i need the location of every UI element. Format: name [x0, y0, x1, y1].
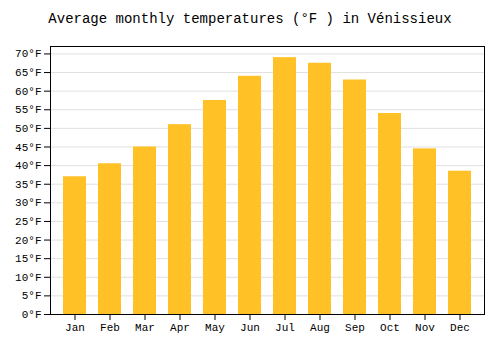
svg-text:55°F: 55°F	[15, 104, 41, 116]
html-text:Average monthly temperatures (: Average monthly temperatures (°F ) in Vé…	[48, 11, 452, 27]
svg-text:Feb: Feb	[100, 322, 120, 334]
svg-text:0°F: 0°F	[22, 309, 42, 321]
svg-text:Jan: Jan	[65, 322, 85, 334]
svg-text:60°F: 60°F	[15, 86, 41, 98]
svg-text:25°F: 25°F	[15, 216, 41, 228]
svg-text:35°F: 35°F	[15, 179, 41, 191]
svg-text:Jun: Jun	[240, 322, 260, 334]
svg-text:50°F: 50°F	[15, 123, 41, 135]
svg-text:20°F: 20°F	[15, 235, 41, 247]
svg-text:40°F: 40°F	[15, 160, 41, 172]
svg-text:70°F: 70°F	[15, 48, 41, 60]
svg-text:Apr: Apr	[170, 322, 190, 334]
svg-text:Oct: Oct	[380, 322, 400, 334]
svg-text:5°F: 5°F	[22, 290, 42, 302]
svg-text:65°F: 65°F	[15, 67, 41, 79]
svg-text:45°F: 45°F	[15, 142, 41, 154]
svg-text:15°F: 15°F	[15, 253, 41, 265]
svg-text:30°F: 30°F	[15, 197, 41, 209]
svg-text:Sep: Sep	[345, 322, 365, 334]
svg-text:Aug: Aug	[310, 322, 330, 334]
svg-text:Nov: Nov	[415, 322, 435, 334]
svg-text:May: May	[205, 322, 225, 334]
svg-text:Jul: Jul	[275, 322, 295, 334]
svg-text:Dec: Dec	[450, 322, 470, 334]
svg-text:Mar: Mar	[135, 322, 155, 334]
svg-text:10°F: 10°F	[15, 272, 41, 284]
